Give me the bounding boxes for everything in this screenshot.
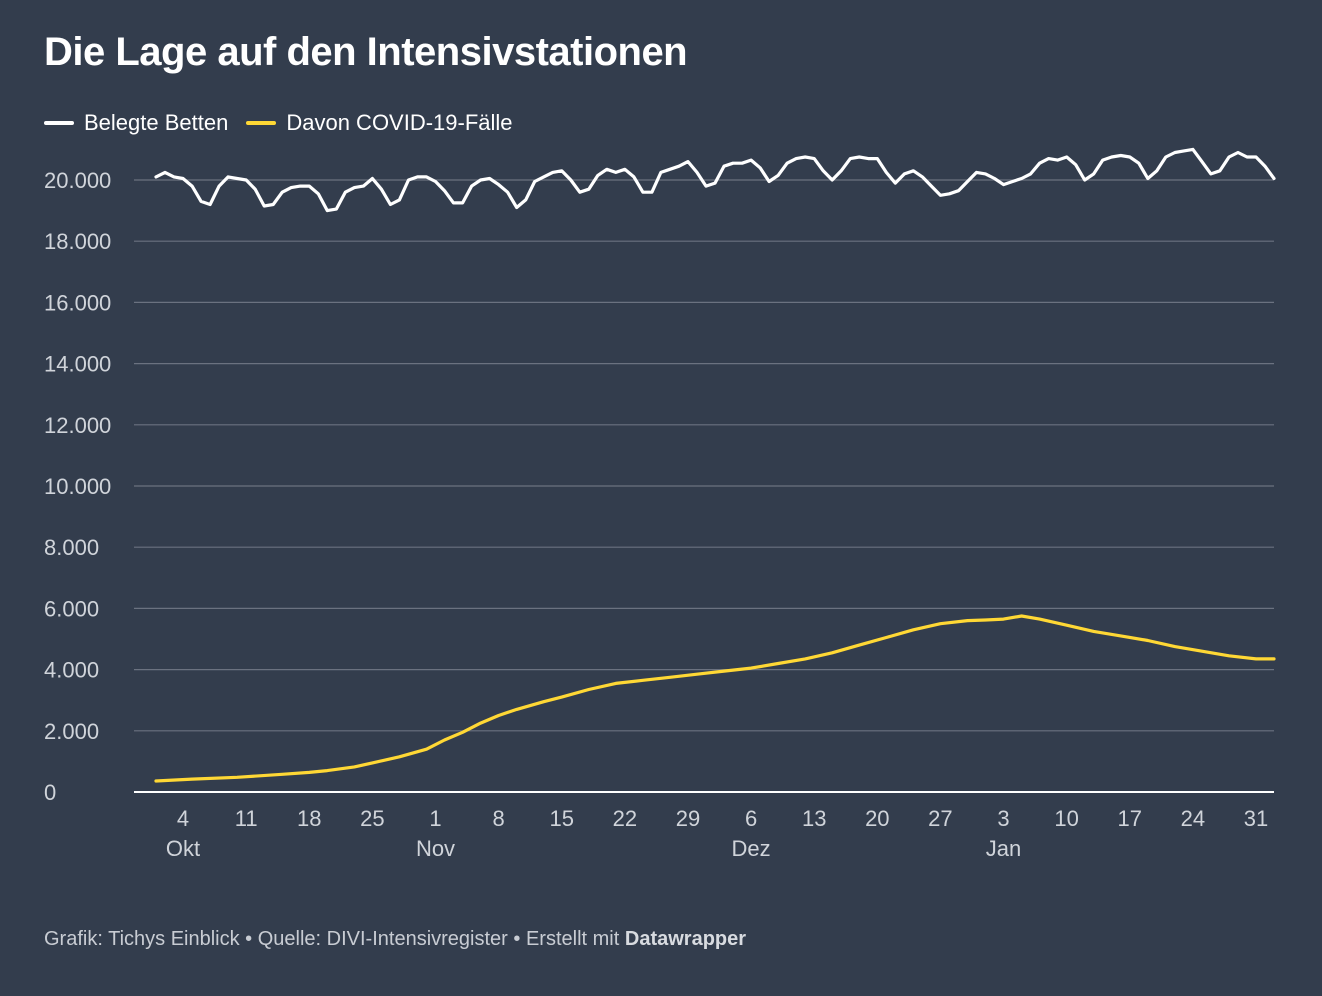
x-tick-label: 15 — [549, 806, 573, 831]
line-chart: 0 2.000 4.000 6.000 8.000 10.000 12.000 14.000 1… — [44, 147, 1276, 861]
y-tick-label: 16.000 — [44, 290, 111, 315]
footer-tool-link[interactable]: Datawrapper — [624, 928, 747, 950]
x-month-label: Okt — [166, 836, 200, 861]
legend-item-covid: Davon COVID-19-Fälle — [246, 110, 513, 136]
y-tick-label: 4.000 — [44, 658, 99, 683]
x-tick-label: 20 — [865, 806, 889, 831]
x-tick-label: 8 — [492, 806, 504, 831]
footer-made-with: Erstellt mit — [525, 928, 625, 950]
x-tick-label: 18 — [297, 806, 321, 831]
legend-swatch-covid — [246, 121, 277, 125]
footer-source: Quelle: DIVI-Intensivregister — [257, 928, 508, 950]
x-tick-label: 10 — [1054, 806, 1078, 831]
x-tick-label: 24 — [1181, 806, 1205, 831]
series-line-covid — [154, 614, 1276, 783]
y-tick-label: 20.000 — [44, 168, 111, 193]
y-tick-label: 14.000 — [44, 352, 111, 377]
legend-label-belegte-betten: Belegte Betten — [84, 110, 229, 135]
series-line-belegte-betten — [154, 147, 1276, 213]
y-tick-label: 18.000 — [44, 229, 111, 254]
x-tick-label: 11 — [235, 806, 258, 831]
x-tick-label: 17 — [1118, 806, 1142, 831]
x-tick-label: 25 — [360, 806, 384, 831]
footer-credit: Grafik: Tichys Einblick — [44, 928, 240, 950]
chart-title: Die Lage auf den Intensivstationen — [44, 30, 688, 74]
footer: Grafik: Tichys Einblick • Quelle: DIVI-I… — [44, 928, 746, 951]
y-tick-label: 12.000 — [44, 413, 111, 438]
legend: Belegte Betten Davon COVID-19-Fälle — [44, 110, 513, 136]
x-month-label: Jan — [986, 836, 1021, 861]
x-tick-label: 6 — [745, 806, 757, 831]
legend-swatch-belegte-betten — [44, 121, 74, 125]
legend-item-belegte-betten: Belegte Betten — [44, 110, 228, 136]
y-tick-label: 8.000 — [44, 535, 99, 560]
x-tick-label: 3 — [997, 806, 1009, 831]
y-tick-label: 10.000 — [44, 474, 111, 499]
y-tick-label: 6.000 — [44, 596, 99, 621]
x-tick-label: 22 — [613, 806, 637, 831]
x-tick-label: 4 — [177, 806, 189, 831]
x-tick-label: 29 — [676, 806, 700, 831]
legend-label-covid: Davon COVID-19-Fälle — [286, 110, 513, 135]
y-tick-label: 2.000 — [44, 719, 99, 744]
x-tick-label: 31 — [1244, 806, 1268, 831]
x-month-label: Dez — [732, 836, 771, 861]
footer-separator: • — [507, 928, 526, 950]
x-month-label: Nov — [416, 836, 455, 861]
x-tick-label: 1 — [429, 806, 441, 831]
footer-separator: • — [239, 928, 258, 950]
x-tick-label: 13 — [802, 806, 826, 831]
x-tick-label: 27 — [928, 806, 952, 831]
y-tick-label: 0 — [44, 780, 56, 805]
